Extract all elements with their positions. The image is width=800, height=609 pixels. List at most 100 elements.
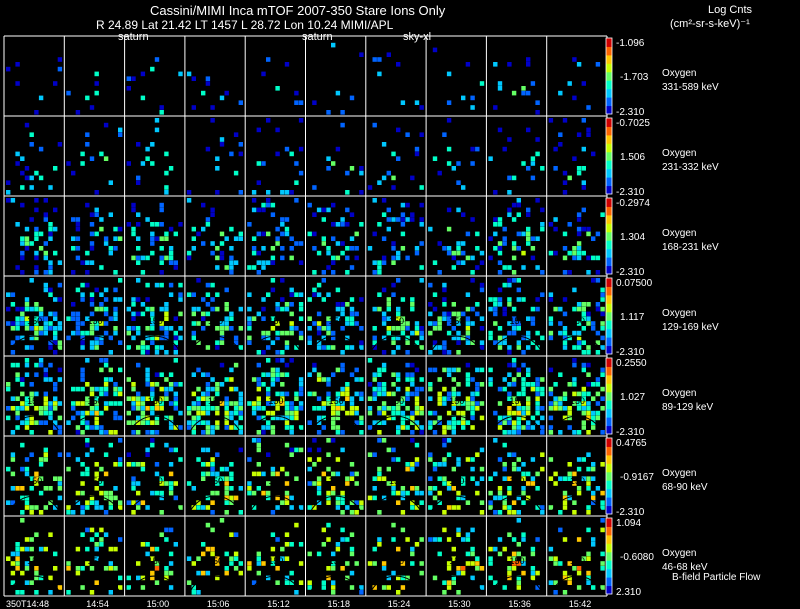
heatmap-cell: [89, 500, 95, 505]
heatmap-cell: [29, 175, 34, 181]
heatmap-cell: [377, 71, 382, 77]
heatmap-cell: [205, 292, 211, 297]
heatmap-cell: [210, 462, 215, 467]
heatmap-cell: [428, 420, 433, 425]
heatmap-cell: [345, 246, 350, 251]
heatmap-cell: [562, 345, 568, 350]
heatmap-cell: [428, 386, 433, 392]
heatmap-cell: [562, 396, 568, 401]
heatmap-cell: [354, 321, 359, 326]
heatmap-cell: [340, 495, 345, 501]
heatmap-cell: [24, 457, 30, 462]
heatmap-cell: [465, 532, 471, 537]
heatmap-cell: [331, 490, 336, 496]
heatmap-cell: [372, 340, 377, 345]
heatmap-cell: [326, 401, 331, 406]
contour-line: [552, 495, 602, 511]
heatmap-cell: [497, 420, 503, 425]
heatmap-cell: [381, 585, 387, 590]
heatmap-cell: [266, 345, 271, 350]
heatmap-cell: [215, 166, 220, 171]
heatmap-cell: [312, 321, 317, 326]
heatmap-cell: [266, 420, 271, 425]
heatmap-cell: [465, 316, 471, 321]
heatmap-cell: [507, 137, 512, 142]
heatmap-cell: [581, 367, 586, 373]
heatmap-cell: [43, 505, 48, 510]
heatmap-cell: [419, 278, 424, 283]
heatmap-cell: [446, 438, 452, 443]
heatmap-cell: [600, 527, 605, 533]
heatmap-cell: [80, 532, 85, 537]
heatmap-cell: [572, 566, 577, 571]
heatmap-cell: [196, 420, 201, 425]
heatmap-cell: [475, 391, 480, 397]
colorbar-segment: [606, 471, 612, 481]
heatmap-cell: [451, 466, 456, 472]
heatmap-cell: [488, 556, 493, 561]
heatmap-cell: [497, 246, 503, 251]
heatmap-cell: [256, 180, 261, 185]
heatmap-cell: [345, 410, 350, 416]
heatmap-cell: [80, 505, 85, 510]
heatmap-cell: [140, 406, 146, 411]
heatmap-cell: [34, 335, 39, 341]
heatmap-cell: [24, 406, 30, 411]
heatmap-cell: [205, 401, 211, 406]
heatmap-cell: [201, 410, 206, 416]
heatmap-cell: [164, 302, 169, 307]
heatmap-cell: [201, 505, 206, 510]
heatmap-cell: [446, 566, 452, 571]
heatmap-cell: [372, 486, 377, 491]
heatmap-cell: [113, 462, 118, 467]
heatmap-cell: [451, 430, 456, 435]
heatmap-cell: [572, 330, 577, 336]
heatmap-cell: [428, 505, 433, 510]
heatmap-cell: [446, 396, 452, 401]
heatmap-cell: [349, 372, 355, 377]
heatmap-cell: [340, 447, 345, 453]
heatmap-cell: [600, 551, 605, 557]
heatmap-cell: [461, 212, 466, 217]
heatmap-cell: [377, 476, 382, 481]
heatmap-cell: [136, 420, 141, 425]
heatmap-cell: [38, 420, 44, 425]
heatmap-cell: [414, 330, 420, 336]
heatmap-cell: [191, 420, 196, 425]
heatmap-cell: [94, 500, 99, 505]
heatmap-cell: [316, 420, 322, 425]
heatmap-cell: [57, 585, 63, 590]
heatmap-cell: [516, 340, 521, 345]
heatmap-cell: [140, 542, 146, 547]
heatmap-cell: [553, 580, 558, 585]
heatmap-cell: [150, 546, 155, 552]
heatmap-cell: [502, 415, 507, 421]
heatmap-cell: [340, 311, 345, 317]
heatmap-cell: [335, 255, 341, 261]
heatmap-cell: [89, 447, 95, 453]
heatmap-cell: [535, 297, 540, 302]
heatmap-cell: [210, 500, 215, 505]
heatmap-cell: [586, 510, 591, 515]
heatmap-cell: [475, 406, 480, 411]
heatmap-cell: [326, 537, 331, 542]
heatmap-cell: [10, 457, 16, 462]
heatmap-cell: [164, 236, 169, 241]
heatmap-cell: [507, 297, 512, 302]
heatmap-cell: [15, 377, 20, 382]
heatmap-cell: [201, 570, 206, 576]
heatmap-cell: [331, 410, 336, 416]
heatmap-cell: [586, 226, 591, 232]
heatmap-cell: [10, 406, 16, 411]
contour-label: 150: [148, 316, 163, 326]
colorbar-segment: [606, 105, 612, 115]
heatmap-cell: [191, 561, 196, 566]
heatmap-cell: [372, 231, 377, 237]
colorbar-segment: [606, 54, 612, 64]
heatmap-cell: [247, 457, 252, 462]
heatmap-cell: [150, 316, 155, 321]
heatmap-cell: [48, 500, 53, 505]
heatmap-cell: [154, 382, 160, 387]
heatmap-cell: [511, 306, 517, 312]
heatmap-cell: [10, 471, 16, 477]
